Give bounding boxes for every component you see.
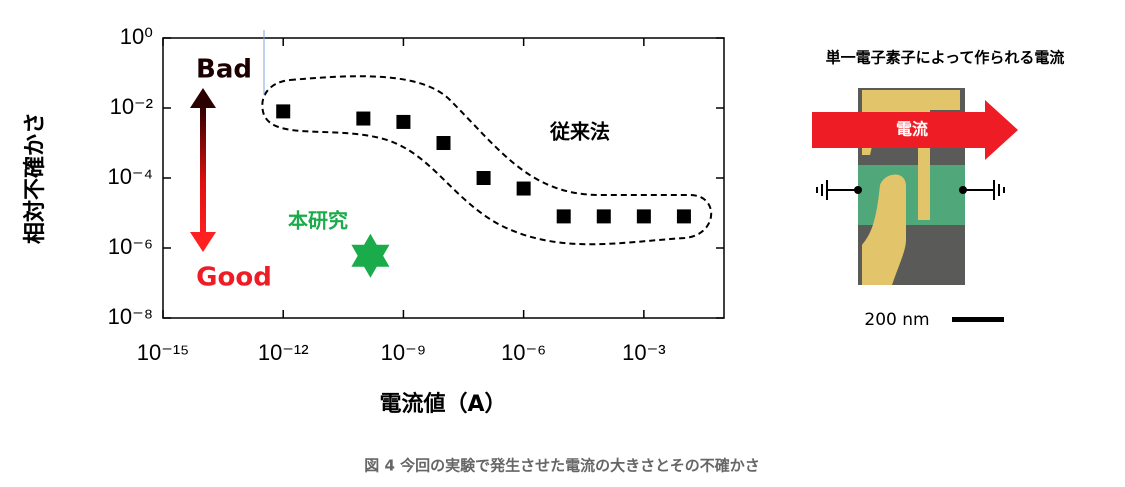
data-point [476,171,491,185]
ground-left [816,180,858,200]
annotation: Good [196,263,272,293]
caption: 図 4 今回の実験で発生させた電流の大きさとその不確かさ [364,457,759,475]
scale-bar-label: 200 nm [864,310,929,330]
series-label: 本研究 [288,209,348,233]
arrow-shaft [200,105,206,235]
arrow-label: 電流 [896,120,928,139]
arrow-head [190,88,216,108]
x-tick-label: 10⁻³ [622,340,665,365]
data-point [356,111,371,126]
x-tick-label: 10⁻¹⁵ [137,340,190,365]
y-tick-label: 10⁰ [120,24,153,49]
enclosure [261,75,713,246]
data-point [596,209,611,224]
y-tick-label: 10⁻⁸ [108,304,153,329]
y-axis-label: 相対不確かさ [22,112,48,244]
terminal [854,186,862,194]
data-point [676,209,691,224]
data-point [436,136,451,150]
data-point [556,209,571,224]
electrode [862,174,906,285]
x-tick-label: 10⁻⁶ [501,340,546,365]
channel [858,165,965,225]
x-tick-label: 10⁻⁹ [381,340,427,365]
data-point [396,114,411,129]
panel-title: 単一電子素子によって作られる電流 [826,49,1065,67]
data-point [516,181,531,196]
series-label: 従来法 [549,120,610,144]
ground-right [965,180,1005,200]
current-arrow [812,100,1018,160]
arrow-head [190,232,216,252]
data-point [276,104,291,119]
terminal [959,186,967,194]
plot: Bad Good 従来法 本研究 電流値（A） 相対不確かさ 10⁻¹⁵ 10⁻¹… [22,24,725,417]
data-point [636,209,651,224]
scale-bar [952,317,1004,322]
annotation: Bad [196,55,252,85]
data-point [351,233,390,278]
y-tick-label: 10⁻² [110,94,153,119]
y-tick-label: 10⁻⁶ [108,234,153,259]
device-panel: 単一電子素子によって作られる電流 電流 200 nm [812,49,1065,330]
x-tick-label: 10⁻¹² [258,340,309,365]
y-tick-label: 10⁻⁴ [107,164,153,189]
x-axis-label: 電流値（A） [379,391,506,417]
